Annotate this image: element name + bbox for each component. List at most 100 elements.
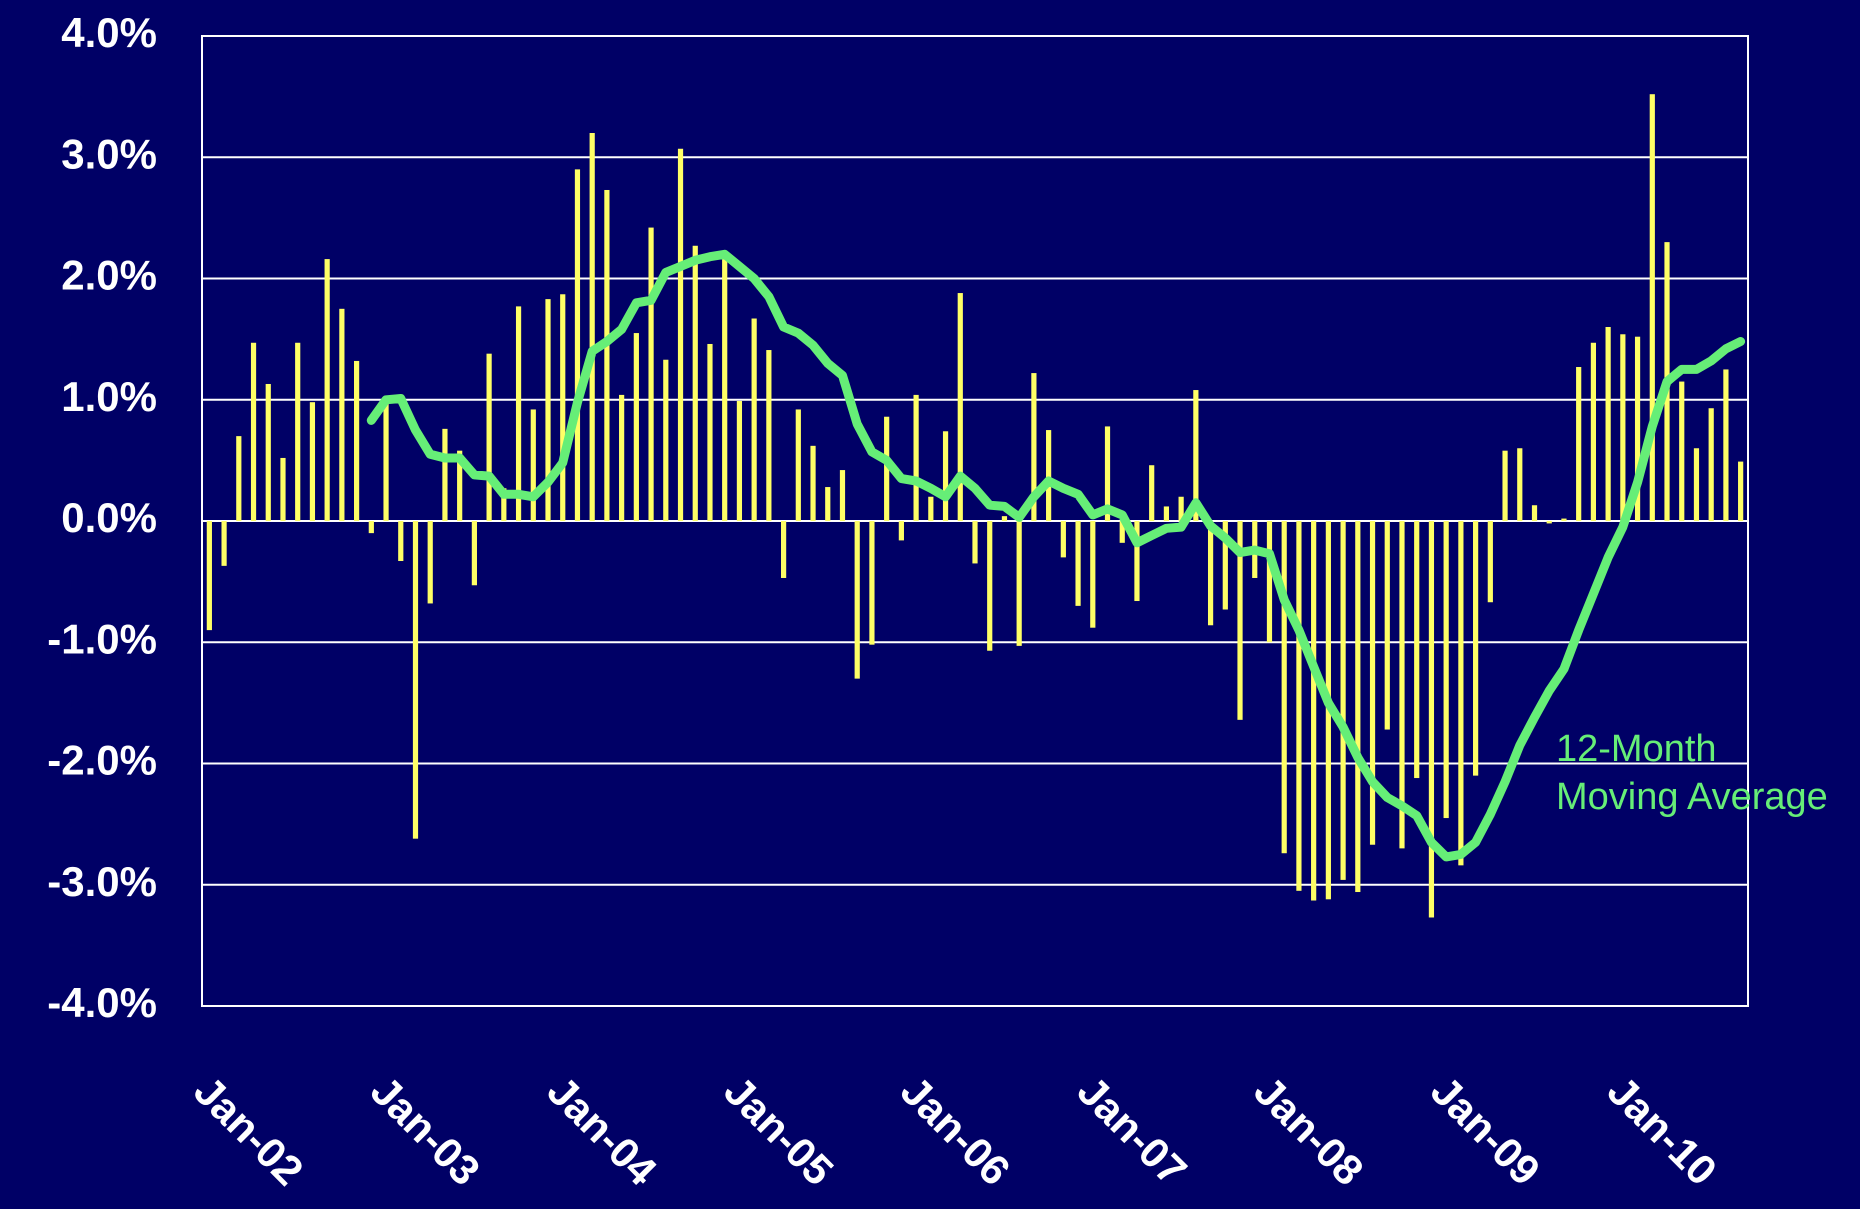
bar bbox=[810, 445, 816, 521]
bar bbox=[457, 450, 463, 521]
bar bbox=[633, 333, 639, 521]
bar bbox=[1104, 426, 1111, 521]
bar bbox=[663, 359, 669, 521]
bar bbox=[1576, 367, 1582, 521]
bar bbox=[825, 487, 831, 521]
bar bbox=[265, 383, 271, 521]
bar bbox=[1207, 521, 1214, 626]
bar bbox=[1443, 521, 1449, 819]
bar bbox=[1399, 521, 1405, 849]
bar bbox=[648, 227, 654, 521]
y-tick-label: 3.0% bbox=[61, 130, 157, 177]
bar bbox=[427, 521, 433, 604]
bar bbox=[1134, 521, 1140, 602]
bar bbox=[692, 245, 698, 521]
bar bbox=[309, 402, 316, 521]
bar bbox=[928, 496, 934, 521]
y-tick-label: 4.0% bbox=[61, 9, 157, 56]
bar bbox=[1517, 448, 1523, 521]
bar bbox=[1075, 521, 1081, 606]
bar bbox=[766, 350, 772, 521]
bar bbox=[530, 409, 536, 521]
annotation: 12-Month bbox=[1556, 728, 1717, 770]
bar bbox=[1649, 94, 1655, 521]
bar bbox=[722, 254, 728, 521]
bar bbox=[324, 259, 330, 521]
bar bbox=[398, 521, 404, 562]
bar bbox=[1163, 506, 1170, 521]
annotation: Moving Average bbox=[1556, 776, 1828, 818]
bar bbox=[1620, 334, 1626, 521]
bar bbox=[560, 294, 566, 521]
bar bbox=[1502, 450, 1508, 521]
bar bbox=[1605, 327, 1611, 521]
bar bbox=[1001, 516, 1008, 521]
bar bbox=[471, 521, 477, 586]
bar bbox=[707, 343, 713, 521]
bar bbox=[604, 189, 610, 522]
bar bbox=[589, 133, 595, 521]
bar bbox=[839, 470, 846, 521]
bar bbox=[1634, 336, 1641, 521]
bar bbox=[354, 360, 360, 521]
bar bbox=[574, 169, 581, 521]
bar bbox=[957, 293, 963, 521]
bar bbox=[913, 394, 919, 521]
bar bbox=[1090, 521, 1096, 628]
bar bbox=[1590, 342, 1596, 521]
bar bbox=[1281, 521, 1287, 854]
bar bbox=[442, 428, 448, 521]
bar bbox=[854, 521, 860, 679]
bar bbox=[677, 148, 684, 521]
bar bbox=[368, 521, 374, 534]
bar bbox=[1458, 521, 1464, 866]
bar bbox=[1693, 448, 1700, 521]
bar bbox=[1355, 521, 1361, 893]
bar bbox=[1723, 369, 1729, 521]
bar bbox=[1222, 521, 1228, 610]
bar bbox=[1060, 521, 1066, 558]
bar bbox=[221, 521, 227, 566]
bar bbox=[1428, 521, 1435, 918]
bar bbox=[1738, 461, 1744, 521]
y-tick-label: 2.0% bbox=[61, 252, 157, 299]
bar bbox=[1414, 521, 1420, 779]
bar bbox=[1237, 521, 1243, 720]
y-tick-label: 1.0% bbox=[61, 373, 157, 420]
bar bbox=[780, 521, 787, 578]
bar bbox=[884, 416, 890, 521]
y-tick-label: -3.0% bbox=[47, 858, 157, 905]
y-tick-label: -4.0% bbox=[47, 979, 157, 1026]
plot-frame bbox=[201, 35, 1749, 1007]
bar bbox=[1487, 521, 1493, 603]
bar bbox=[1561, 518, 1567, 521]
bar bbox=[1031, 373, 1037, 521]
bar bbox=[383, 403, 389, 521]
bar bbox=[1384, 521, 1390, 730]
bar bbox=[206, 521, 212, 631]
bar bbox=[295, 342, 301, 521]
bar bbox=[987, 521, 993, 651]
bar bbox=[486, 353, 492, 521]
bar bbox=[1473, 521, 1479, 776]
bar bbox=[1266, 521, 1273, 643]
bar bbox=[1369, 521, 1376, 845]
bar bbox=[1546, 521, 1552, 524]
bar bbox=[1296, 521, 1302, 891]
bar bbox=[898, 521, 904, 541]
bar bbox=[412, 521, 419, 839]
bar bbox=[736, 400, 743, 521]
bar bbox=[1708, 408, 1714, 521]
bar bbox=[515, 306, 522, 521]
bar bbox=[795, 409, 801, 521]
bar bbox=[751, 318, 757, 521]
bar bbox=[1311, 521, 1317, 901]
bar bbox=[619, 394, 625, 521]
bar bbox=[1016, 521, 1022, 646]
y-tick-label: -1.0% bbox=[47, 615, 157, 662]
bar bbox=[1531, 505, 1538, 521]
bar bbox=[1119, 521, 1125, 543]
bar bbox=[869, 521, 875, 645]
